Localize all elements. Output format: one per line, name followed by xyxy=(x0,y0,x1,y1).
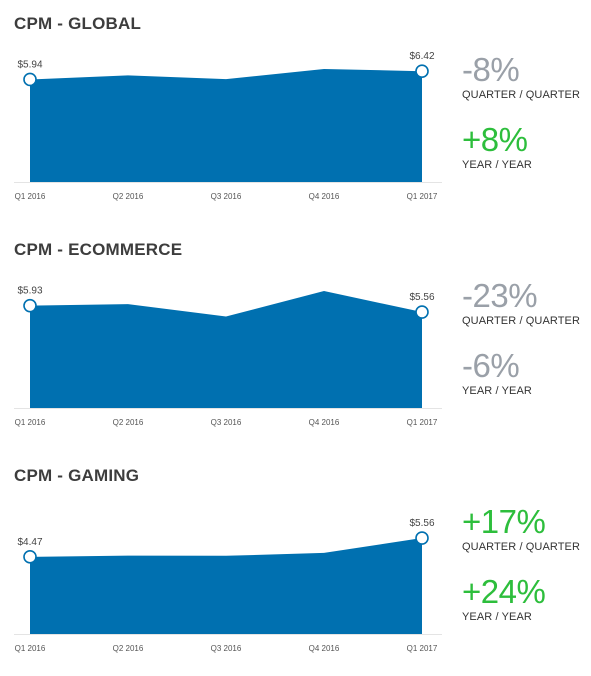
x-tick-label: Q2 2016 xyxy=(113,192,144,201)
endpoint-marker xyxy=(23,72,37,87)
stat-label: YEAR / YEAR xyxy=(462,385,532,397)
year-over-year-stat: +24% YEAR / YEAR xyxy=(462,573,546,624)
chart-title: CPM - ECOMMERCE xyxy=(14,240,183,259)
data-label: $5.94 xyxy=(17,59,42,70)
x-tick-label: Q1 2017 xyxy=(407,192,438,201)
year-over-year-stat: -6% YEAR / YEAR xyxy=(462,347,532,398)
x-tick-label: Q1 2017 xyxy=(407,644,438,653)
stat-value: +17% xyxy=(462,503,546,540)
data-label: $5.56 xyxy=(409,292,434,303)
stat-label: QUARTER / QUARTER xyxy=(462,541,581,553)
cpm-gaming-panel: CPM - GAMING Q1 2016 Q2 2016 Q3 2016 Q4 201… xyxy=(0,452,591,676)
endpoint-marker xyxy=(23,550,37,564)
quarter-over-quarter-stat: -23% QUARTER / QUARTER xyxy=(462,277,581,328)
stat-value: -8% xyxy=(462,51,520,88)
chart-title: CPM - GLOBAL xyxy=(14,14,142,33)
area-series xyxy=(30,538,422,634)
stat-value: -6% xyxy=(462,347,520,384)
area-chart: Q1 2016 Q2 2016 Q3 2016 Q4 2016 Q1 2017 $5.94… xyxy=(14,51,442,201)
x-tick-label: Q3 2016 xyxy=(211,418,242,427)
area-series xyxy=(30,290,422,408)
x-tick-label: Q2 2016 xyxy=(113,418,144,427)
area-chart: Q1 2016 Q2 2016 Q3 2016 Q4 2016 Q1 2017 $5.93… xyxy=(14,286,442,427)
stat-label: YEAR / YEAR xyxy=(462,611,532,623)
stat-label: QUARTER / QUARTER xyxy=(462,89,581,101)
x-tick-label: Q1 2016 xyxy=(15,192,46,201)
data-label: $5.56 xyxy=(409,518,434,529)
stat-label: YEAR / YEAR xyxy=(462,159,532,171)
endpoint-marker xyxy=(415,305,429,319)
cpm-ecommerce-panel: CPM - ECOMMERCE Q1 2016 Q2 2016 Q3 2016 Q4 … xyxy=(0,226,591,450)
endpoint-marker xyxy=(23,298,37,313)
x-tick-label: Q1 2016 xyxy=(15,644,46,653)
data-label: $4.47 xyxy=(17,537,42,548)
x-tick-label: Q4 2016 xyxy=(309,192,340,201)
quarter-over-quarter-stat: +17% QUARTER / QUARTER xyxy=(462,503,581,554)
quarter-over-quarter-stat: -8% QUARTER / QUARTER xyxy=(462,51,581,102)
x-tick-label: Q2 2016 xyxy=(113,644,144,653)
x-tick-label: Q1 2016 xyxy=(15,418,46,427)
stat-label: QUARTER / QUARTER xyxy=(462,315,581,327)
cpm-global-panel: CPM - GLOBAL Q1 2016 Q2 2016 Q3 2016 Q4 201… xyxy=(0,0,591,224)
area-series xyxy=(30,68,422,182)
data-label: $5.93 xyxy=(17,286,42,297)
endpoint-marker xyxy=(415,64,429,78)
x-tick-label: Q4 2016 xyxy=(309,644,340,653)
area-chart: Q1 2016 Q2 2016 Q3 2016 Q4 2016 Q1 2017 $4.47… xyxy=(14,518,442,653)
x-tick-label: Q3 2016 xyxy=(211,644,242,653)
stat-value: -23% xyxy=(462,277,538,314)
x-tick-label: Q4 2016 xyxy=(309,418,340,427)
endpoint-marker xyxy=(415,531,429,545)
stat-value: +8% xyxy=(462,121,528,158)
data-label: $6.42 xyxy=(409,51,434,62)
stat-value: +24% xyxy=(462,573,546,610)
chart-title: CPM - GAMING xyxy=(14,466,140,485)
year-over-year-stat: +8% YEAR / YEAR xyxy=(462,121,532,172)
x-tick-label: Q3 2016 xyxy=(211,192,242,201)
x-tick-label: Q1 2017 xyxy=(407,418,438,427)
